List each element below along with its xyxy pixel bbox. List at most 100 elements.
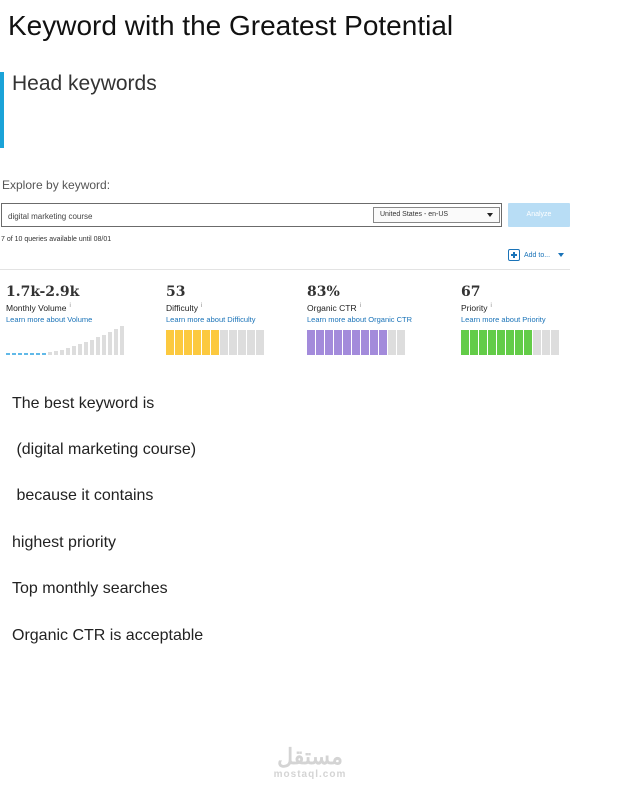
bar-segment [488, 330, 496, 355]
bar-segment [175, 330, 183, 355]
volume-bar [6, 353, 10, 355]
priority-bars [461, 330, 601, 355]
body-line: Top monthly searches [12, 580, 168, 597]
metric-priority: 67 Priority i Learn more about Priority [461, 284, 601, 355]
volume-bar [90, 340, 94, 355]
watermark-latin: mostaql.com [273, 769, 347, 780]
metric-difficulty: 53 Difficulty i Learn more about Difficul… [166, 284, 306, 355]
bar-segment [551, 330, 559, 355]
page-title: Keyword with the Greatest Potential [8, 10, 454, 41]
analyze-button[interactable]: Analyze [508, 203, 570, 227]
plus-icon [508, 249, 520, 261]
keyword-search-input[interactable] [8, 209, 363, 223]
difficulty-bars [166, 330, 306, 355]
volume-bar [102, 335, 106, 355]
body-line: (digital marketing course) [12, 441, 197, 458]
bar-segment [220, 330, 228, 355]
organic-ctr-learn-more-link[interactable]: Learn more about Organic CTR [307, 315, 413, 324]
metric-organic-ctr: 83% Organic CTR i Learn more about Organi… [307, 284, 447, 355]
bar-segment [334, 330, 342, 355]
volume-bar [48, 352, 52, 355]
locale-dropdown[interactable]: United States - en-US [373, 207, 500, 223]
bar-segment [388, 330, 396, 355]
bar-segment [343, 330, 351, 355]
difficulty-value: 53 [166, 284, 186, 300]
organic-ctr-bars [307, 330, 447, 355]
bar-segment [506, 330, 514, 355]
bar-segment [184, 330, 192, 355]
bar-segment [542, 330, 550, 355]
volume-bar [36, 353, 40, 355]
organic-ctr-value: 83% [307, 284, 340, 300]
head-keywords-section: Head keywords [0, 72, 300, 148]
bar-segment [524, 330, 532, 355]
bar-segment [166, 330, 174, 355]
info-icon[interactable]: i [359, 303, 361, 309]
explore-label: Explore by keyword: [2, 178, 111, 192]
bar-segment [202, 330, 210, 355]
volume-bar [108, 332, 112, 355]
volume-bar [120, 326, 124, 355]
difficulty-label: Difficulty i [166, 303, 203, 313]
bar-segment [479, 330, 487, 355]
volume-learn-more-link[interactable]: Learn more about Volume [6, 315, 93, 324]
bar-segment [307, 330, 315, 355]
search-box: United States - en-US [1, 203, 502, 227]
bar-segment [515, 330, 523, 355]
volume-bar [18, 353, 22, 355]
divider [0, 269, 570, 270]
organic-ctr-label: Organic CTR i [307, 303, 361, 313]
info-icon[interactable]: i [200, 303, 203, 309]
priority-learn-more-link[interactable]: Learn more about Priority [461, 315, 546, 324]
add-to-label: Add to... [524, 251, 551, 259]
body-line: The best keyword is [12, 395, 155, 412]
volume-bar [84, 342, 88, 355]
volume-value: 1.7k-2.9k [6, 284, 80, 300]
volume-bar [60, 350, 64, 355]
bar-segment [533, 330, 541, 355]
body-line: highest priority [12, 534, 117, 551]
bar-segment [461, 330, 469, 355]
chevron-down-icon [487, 213, 493, 217]
metric-volume: 1.7k-2.9k Monthly Volume i Learn more abo… [6, 284, 146, 355]
bar-segment [247, 330, 255, 355]
bar-segment [316, 330, 324, 355]
add-to-button[interactable]: Add to... [508, 248, 565, 262]
bar-segment [379, 330, 387, 355]
bar-segment [256, 330, 264, 355]
queries-remaining: 7 of 10 queries available until 08/01 [1, 236, 112, 243]
volume-bar [72, 346, 76, 355]
volume-bar [54, 351, 58, 355]
volume-bar [96, 337, 100, 355]
volume-bar [78, 344, 82, 355]
volume-bar [12, 353, 16, 355]
bar-segment [370, 330, 378, 355]
volume-bar [24, 353, 28, 355]
bar-segment [325, 330, 333, 355]
bar-segment [238, 330, 246, 355]
bar-segment [211, 330, 219, 355]
volume-label: Monthly Volume i [6, 303, 71, 313]
bar-segment [193, 330, 201, 355]
locale-value: United States - en-US [380, 211, 449, 218]
info-icon[interactable]: i [69, 303, 71, 309]
bar-segment [352, 330, 360, 355]
volume-bar [114, 329, 118, 355]
bar-segment [361, 330, 369, 355]
bar-segment [229, 330, 237, 355]
info-icon[interactable]: i [490, 303, 492, 309]
priority-value: 67 [461, 284, 481, 300]
volume-bar [30, 353, 34, 355]
volume-bar [42, 353, 46, 355]
bar-segment [397, 330, 405, 355]
volume-bar [66, 348, 70, 355]
bar-segment [470, 330, 478, 355]
keyword-explorer: Explore by keyword: United States - en-U… [0, 176, 576, 366]
watermark-logo: مستقل mostaql.com [270, 744, 350, 781]
accent-bar [0, 72, 4, 148]
watermark-arabic: مستقل [277, 744, 343, 769]
caret-down-icon [558, 253, 565, 257]
volume-bars [6, 326, 146, 355]
difficulty-learn-more-link[interactable]: Learn more about Difficulty [166, 315, 256, 324]
bar-segment [497, 330, 505, 355]
